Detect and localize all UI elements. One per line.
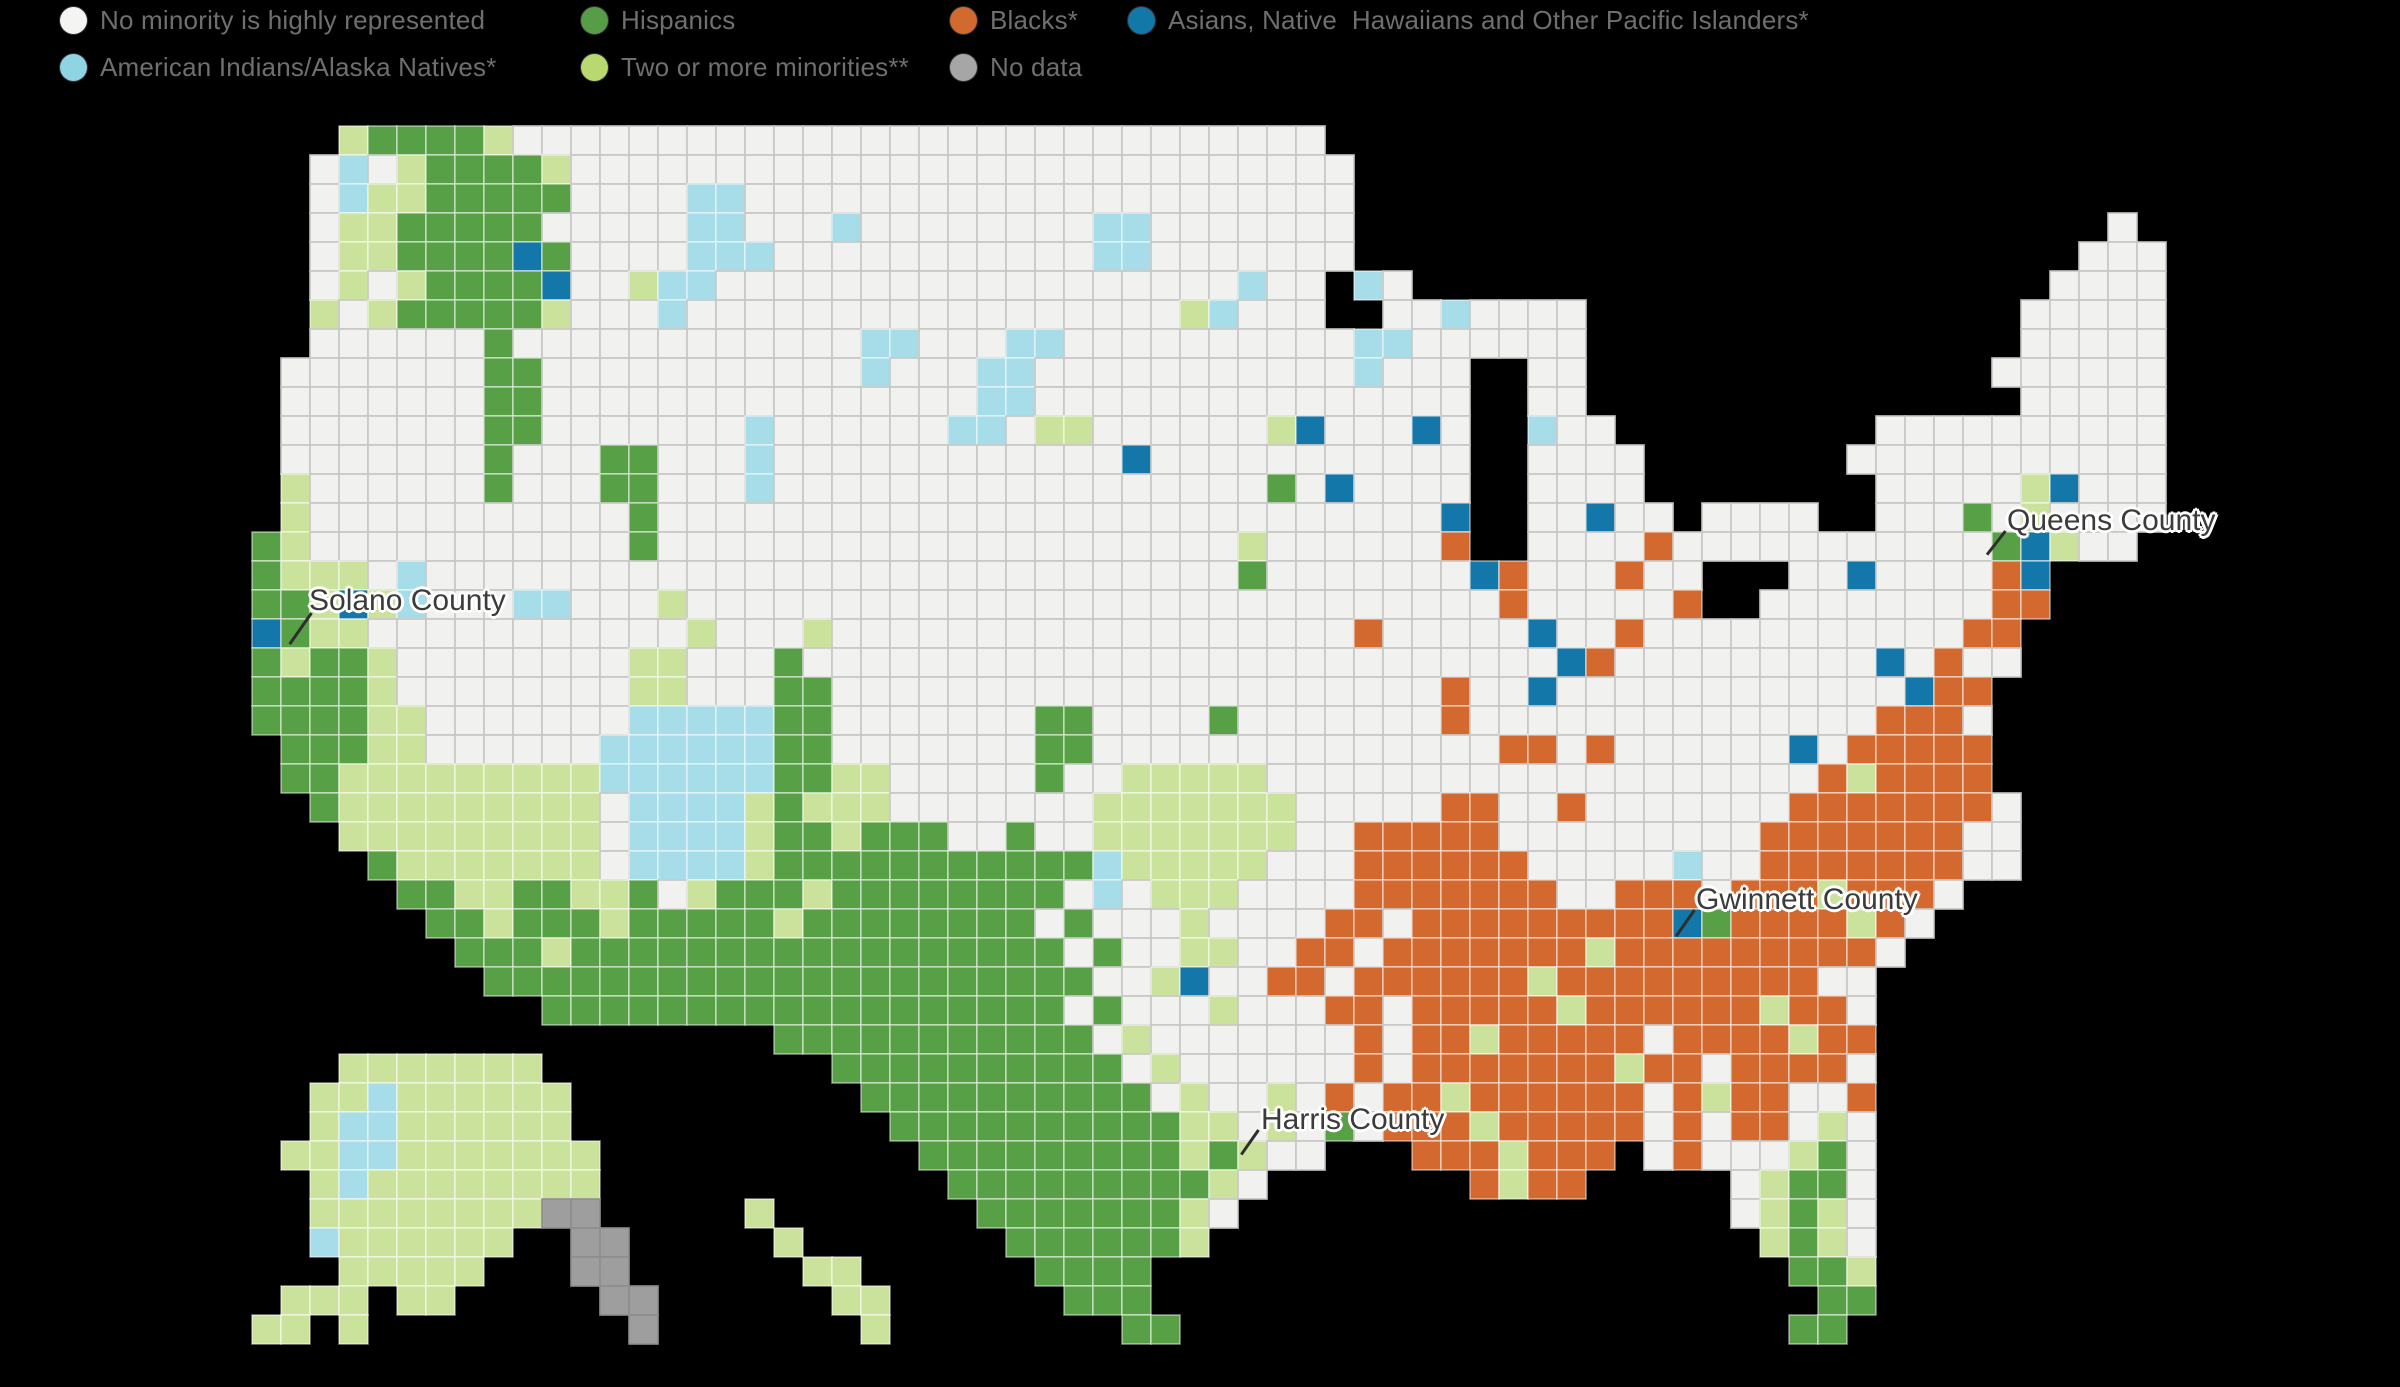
legend-item-no-minority: No minority is highly represented <box>60 3 485 37</box>
orange-swatch-icon <box>950 6 977 34</box>
county-label-solano: Solano County <box>309 584 506 617</box>
legend-item-blacks: Blacks* <box>950 3 1078 37</box>
blue-swatch-icon <box>1128 6 1155 34</box>
gray-swatch-icon <box>950 53 977 81</box>
legend-row-1: No minority is highly represented Hispan… <box>0 3 2400 37</box>
county-label-gwinnett: Gwinnett County <box>1696 883 1918 916</box>
legend-item-two-or-more: Two or more minorities** <box>581 50 909 84</box>
legend-item-label: American Indians/Alaska Natives* <box>100 51 497 82</box>
legend-item-asians-pacific-islanders: Asians, Native Hawaiians and Other Pacif… <box>1128 3 1809 37</box>
legend-item-label: No minority is highly represented <box>100 4 486 35</box>
county-label-harris: Harris County <box>1261 1103 1445 1136</box>
legend-item-label: Asians, Native Hawaiians and Other Pacif… <box>1168 4 1809 35</box>
legend-row-2: American Indians/Alaska Natives* Two or … <box>0 50 2400 84</box>
legend-item-no-data: No data <box>950 50 1082 84</box>
lightblue-swatch-icon <box>60 53 87 81</box>
legend-item-label: Two or more minorities** <box>621 51 909 82</box>
lightgreen-swatch-icon <box>581 53 608 81</box>
legend-item-label: No data <box>990 51 1083 82</box>
legend-item-label: Hispanics <box>621 4 736 35</box>
legend-item-hispanics: Hispanics <box>581 3 736 37</box>
legend-item-label: Blacks* <box>990 4 1079 35</box>
legend-item-american-indians: American Indians/Alaska Natives* <box>60 50 497 84</box>
white-swatch-icon <box>60 6 87 34</box>
green-swatch-icon <box>581 6 608 34</box>
county-label-queens: Queens County <box>2007 504 2216 537</box>
